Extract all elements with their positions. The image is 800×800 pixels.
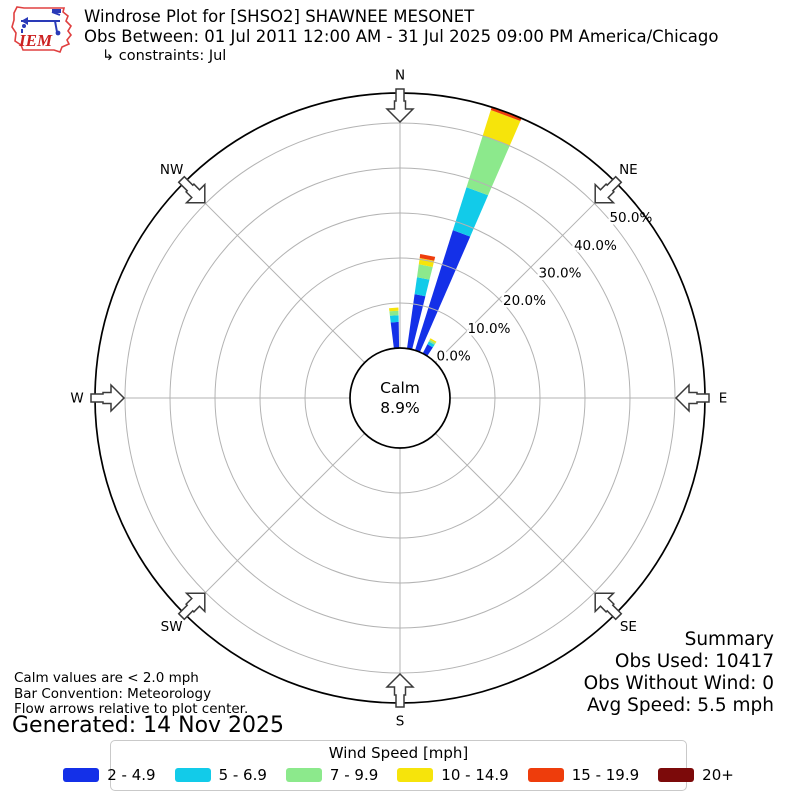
- legend-label: 20+: [702, 766, 734, 784]
- flow-arrow-e: [674, 383, 710, 413]
- grid-spoke: [183, 181, 365, 363]
- flow-arrow-n: [385, 88, 415, 124]
- summary-obs-without-wind: Obs Without Wind: 0: [583, 673, 774, 694]
- legend-title: Wind Speed [mph]: [328, 744, 469, 762]
- compass-label-s: S: [396, 714, 405, 730]
- compass-label-n: N: [395, 68, 405, 84]
- legend-label: 7 - 9.9: [329, 766, 379, 784]
- summary-avg-speed: Avg Speed: 5.5 mph: [586, 695, 774, 716]
- iowa-outline: [11, 6, 73, 53]
- legend-swatch: [174, 768, 211, 782]
- summary-title: Summary: [684, 629, 774, 650]
- legend-items: 2 - 4.9 5 - 6.9 7 - 9.9 10 - 14.9 15 - 19.9 2…: [63, 766, 734, 784]
- windrose-petal-segment: [490, 107, 522, 121]
- windrose-petal-segment: [429, 338, 437, 343]
- ring-percent-label: 20.0%: [503, 293, 546, 309]
- windrose-petal-segment: [417, 264, 433, 280]
- flow-arrow-ne: [594, 175, 623, 204]
- flow-arrow-s: [385, 672, 415, 708]
- calm-percent: 8.9%: [380, 399, 419, 417]
- ring-percent-label: 10.0%: [468, 321, 511, 337]
- compass-label-e: E: [719, 391, 728, 407]
- windrose-petal-segment: [407, 294, 426, 350]
- legend-item: 20+: [658, 766, 734, 784]
- flow-arrow-w: [90, 383, 126, 413]
- windrose-petal-segment: [390, 321, 400, 349]
- ring-percent-label: 30.0%: [539, 266, 582, 282]
- weather-vane-icon: [21, 9, 61, 36]
- legend-item: 5 - 6.9: [174, 766, 267, 784]
- grid-spoke: [183, 433, 365, 615]
- windrose-petal-segment: [428, 339, 436, 345]
- summary-block: Summary Obs Used: 10417 Obs Without Wind…: [584, 629, 774, 717]
- legend-label: 2 - 4.9: [107, 766, 156, 784]
- windrose-petal-segment: [466, 135, 510, 196]
- legend-item: 15 - 19.9: [527, 766, 640, 784]
- windrose-petal-segment: [389, 310, 399, 316]
- arrows-note: Flow arrows relative to plot center.: [14, 701, 249, 717]
- ring-percent-label: 0.0%: [436, 349, 470, 365]
- legend-swatch: [658, 768, 695, 782]
- legend-swatch: [63, 768, 100, 782]
- calm-circle: [349, 347, 451, 449]
- legend-swatch: [285, 768, 322, 782]
- legend-item: 10 - 14.9: [397, 766, 509, 784]
- footnotes: Calm values are < 2.0 mph Bar Convention…: [14, 670, 249, 718]
- compass-label-ne: NE: [619, 162, 638, 178]
- legend-swatch: [527, 768, 564, 782]
- legend-swatch: [397, 768, 434, 782]
- compass-label-sw: SW: [161, 619, 183, 635]
- windrose-petal-segment: [482, 110, 521, 146]
- legend-label: 15 - 19.9: [571, 766, 640, 784]
- grid-spoke: [435, 181, 617, 363]
- windrose-petal-segment: [389, 315, 399, 323]
- flow-arrow-se: [594, 592, 623, 621]
- generated-timestamp: Generated: 14 Nov 2025: [12, 713, 285, 738]
- compass-label-w: W: [70, 391, 83, 407]
- ring-percent-label: 40.0%: [574, 238, 617, 254]
- obs-between-line: Obs Between: 01 Jul 2011 12:00 AM - 31 J…: [84, 27, 719, 46]
- legend-item: 7 - 9.9: [285, 766, 379, 784]
- flow-arrow-nw: [177, 175, 206, 204]
- grid-spoke: [435, 433, 617, 615]
- calm-note: Calm values are < 2.0 mph: [14, 670, 199, 686]
- windrose-petal-segment: [427, 341, 435, 348]
- header-text-block: Windrose Plot for [SHSO2] SHAWNEE MESONE…: [84, 7, 719, 66]
- compass-label-se: SE: [620, 619, 637, 635]
- page-title: Windrose Plot for [SHSO2] SHAWNEE MESONE…: [84, 7, 475, 26]
- calm-label: Calm: [380, 379, 420, 397]
- windrose-petal-segment: [452, 187, 489, 237]
- flow-arrow-sw: [177, 592, 206, 621]
- compass-label-nw: NW: [160, 162, 183, 178]
- windrose-petal-segment: [415, 230, 471, 353]
- windrose-petal-segment: [422, 344, 433, 357]
- legend-label: 10 - 14.9: [441, 766, 509, 784]
- constraints-line: ↳ constraints: Jul: [102, 48, 227, 64]
- iem-logo-text: IEM: [18, 31, 53, 50]
- iem-logo: IEM: [11, 6, 73, 53]
- convention-note: Bar Convention: Meteorology: [14, 685, 212, 702]
- legend-item: 2 - 4.9: [63, 766, 156, 784]
- legend-label: 5 - 6.9: [218, 766, 267, 784]
- summary-obs-used: Obs Used: 10417: [614, 651, 774, 672]
- windrose-petal-segment: [389, 307, 399, 312]
- wind-speed-legend: Wind Speed [mph] 2 - 4.9 5 - 6.9 7 - 9.9 10…: [63, 740, 734, 791]
- windrose-petal-segment: [419, 254, 436, 261]
- windrose-petal-segment: [414, 277, 430, 297]
